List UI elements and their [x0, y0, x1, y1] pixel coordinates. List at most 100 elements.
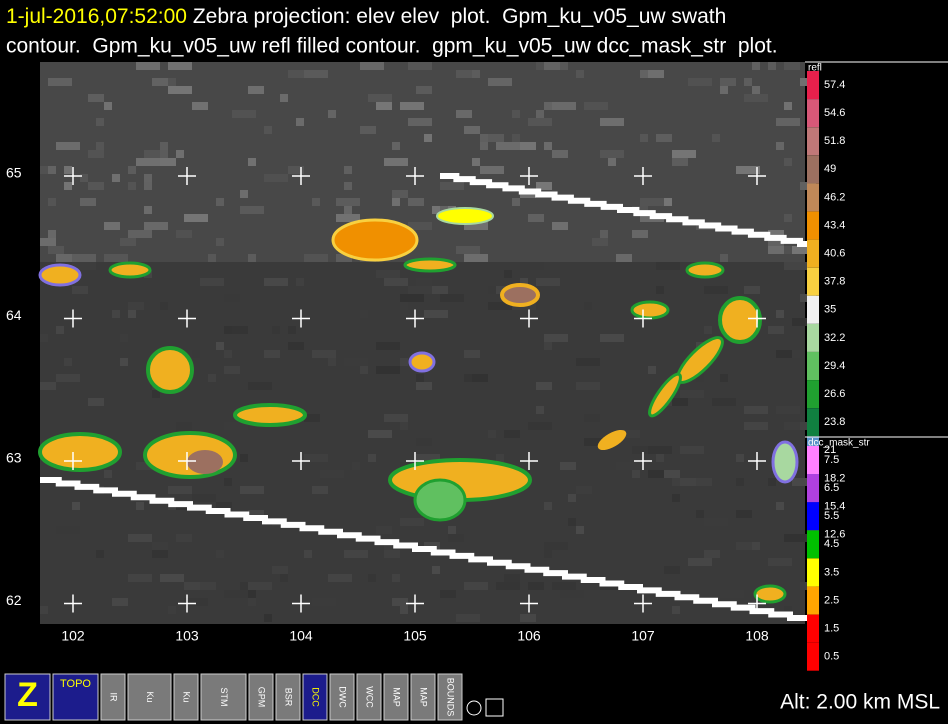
cloud-pixel — [592, 238, 608, 246]
cloud-pixel — [456, 70, 472, 78]
button-label[interactable]: Ku — [145, 691, 155, 702]
cloud-pixel — [136, 502, 144, 510]
button-label[interactable]: Ku — [182, 691, 192, 702]
cloud-pixel — [240, 190, 248, 198]
cloud-pixel — [176, 150, 184, 158]
cloud-pixel — [216, 550, 224, 558]
button-label[interactable]: WCC — [365, 686, 375, 708]
cloud-pixel — [768, 326, 784, 334]
cloud-pixel — [112, 598, 128, 606]
cloud-pixel — [72, 262, 96, 270]
button-label[interactable]: GPM — [257, 687, 267, 708]
cloud-pixel — [536, 62, 544, 70]
button-label[interactable]: TOPO — [60, 678, 91, 690]
toolbar-button[interactable] — [410, 673, 436, 721]
cloud-pixel — [56, 326, 64, 334]
cloud-pixel — [48, 78, 72, 86]
cloud-pixel — [776, 350, 792, 358]
cloud-pixel — [408, 222, 432, 230]
cloud-pixel — [456, 246, 480, 254]
cloud-pixel — [368, 94, 392, 102]
cloud-pixel — [384, 550, 400, 558]
cloud-pixel — [768, 246, 784, 254]
cloud-pixel — [128, 534, 152, 542]
cloud-pixel — [496, 582, 520, 590]
toolbar-button[interactable] — [100, 673, 126, 721]
cloud-pixel — [464, 582, 488, 590]
cloud-pixel — [704, 550, 720, 558]
cloud-pixel — [392, 198, 400, 206]
toolbar-button[interactable] — [275, 673, 301, 721]
cloud-pixel — [776, 310, 784, 318]
cloud-pixel — [576, 526, 584, 534]
toolbar-button[interactable] — [200, 673, 247, 721]
toolbar-button[interactable] — [52, 673, 99, 721]
cloud-pixel — [96, 118, 104, 126]
cloud-pixel — [88, 182, 104, 190]
cloud-pixel — [536, 110, 544, 118]
button-label[interactable]: BSR — [284, 688, 294, 707]
toolbar-button[interactable] — [302, 673, 328, 721]
cloud-pixel — [424, 134, 432, 142]
cloud-pixel — [792, 422, 816, 430]
cloud-pixel — [752, 62, 760, 70]
button-label[interactable]: BOUNDS — [446, 678, 456, 717]
cloud-pixel — [312, 198, 320, 206]
toolbar-button[interactable] — [248, 673, 274, 721]
cloud-pixel — [208, 374, 216, 382]
toolbar-button[interactable] — [356, 673, 382, 721]
button-label[interactable]: DWC — [338, 686, 348, 708]
toolbar-button[interactable] — [127, 673, 172, 721]
cloud-pixel — [168, 86, 192, 94]
cloud-pixel — [400, 518, 424, 526]
toolbar-button[interactable] — [173, 673, 199, 721]
cloud-pixel — [104, 222, 120, 230]
button-label[interactable]: IR — [109, 693, 119, 703]
button-label[interactable]: DCC — [311, 687, 321, 707]
button-label[interactable]: MAP — [419, 687, 429, 707]
cloud-pixel — [416, 374, 424, 382]
button-label[interactable]: Z — [17, 676, 38, 714]
cloud-pixel — [392, 142, 400, 150]
colorbar-value: 18.2 — [824, 472, 845, 484]
cloud-pixel — [504, 574, 520, 582]
cloud-pixel — [600, 150, 624, 158]
cloud-pixel — [392, 190, 408, 198]
cloud-pixel — [440, 294, 464, 302]
colorbar-swatch — [807, 155, 819, 184]
cloud-pixel — [40, 166, 48, 174]
cloud-pixel — [488, 430, 496, 438]
cloud-pixel — [240, 486, 264, 494]
toolbar-button[interactable] — [437, 673, 463, 721]
button-label[interactable]: STM — [219, 688, 229, 707]
cloud-pixel — [696, 510, 704, 518]
toolbar-button[interactable] — [383, 673, 409, 721]
swath-edge — [440, 173, 817, 247]
cloud-pixel — [48, 230, 56, 238]
toolbar-icon[interactable] — [466, 700, 482, 716]
cloud-pixel — [440, 182, 464, 190]
toolbar-icon[interactable] — [485, 698, 504, 717]
cloud-pixel — [104, 510, 120, 518]
cloud-pixel — [128, 574, 152, 582]
cloud-pixel — [176, 422, 192, 430]
cloud-pixel — [624, 430, 640, 438]
cloud-pixel — [56, 526, 80, 534]
echo — [436, 207, 494, 225]
cloud-pixel — [496, 454, 504, 462]
button-label[interactable]: MAP — [392, 687, 402, 707]
cloud-pixel — [328, 358, 336, 366]
cloud-pixel — [576, 486, 592, 494]
cloud-pixel — [248, 158, 256, 166]
cloud-pixel — [56, 374, 80, 382]
cloud-pixel — [104, 254, 128, 262]
cloud-pixel — [136, 158, 160, 166]
cloud-pixel — [280, 574, 288, 582]
toolbar-button[interactable] — [329, 673, 355, 721]
toolbar-button[interactable] — [4, 673, 51, 721]
cloud-pixel — [456, 110, 472, 118]
colorbar-swatch — [807, 127, 819, 156]
cloud-pixel — [608, 158, 616, 166]
colorbar-value: 29.4 — [824, 360, 845, 372]
